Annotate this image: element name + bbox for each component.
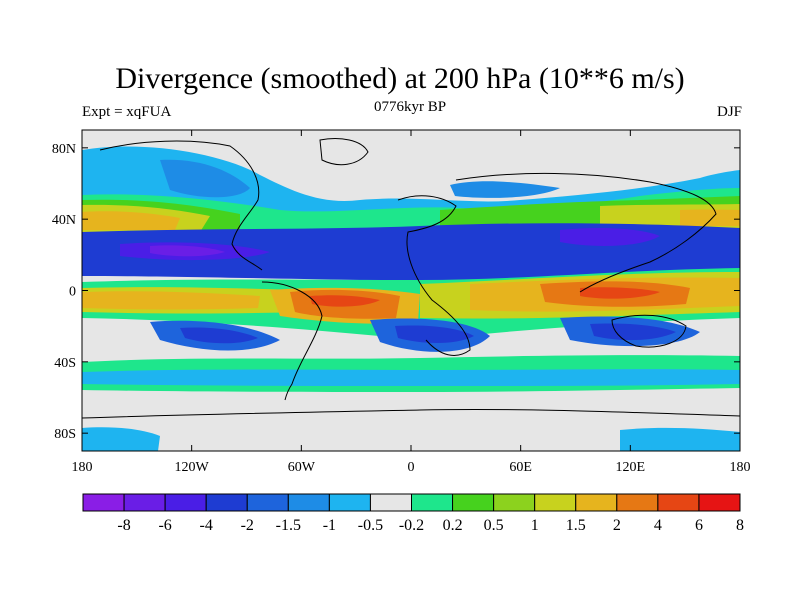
colorbar-swatch bbox=[452, 493, 495, 512]
lon-tick-label: 60W bbox=[288, 460, 316, 475]
coast-asia bbox=[455, 172, 717, 293]
colorbar-swatch bbox=[246, 493, 289, 512]
period-label: 0776kyr BP bbox=[373, 99, 447, 115]
lon-tick-label: 180 bbox=[72, 460, 93, 475]
colorbar-swatch bbox=[616, 493, 659, 512]
colorbar-swatch bbox=[534, 493, 577, 512]
coastlines bbox=[82, 138, 740, 419]
field-trop-indigo bbox=[120, 228, 660, 261]
lat-tick-label: 40N bbox=[52, 213, 76, 228]
colorbar-label: 0.2 bbox=[443, 517, 463, 534]
field-trop-violet bbox=[150, 245, 225, 257]
colorbar-label: -0.2 bbox=[399, 517, 424, 534]
lat-tick-label: 40S bbox=[54, 356, 76, 371]
colorbar-label: -8 bbox=[117, 517, 130, 534]
colorbar-label: 6 bbox=[695, 517, 703, 534]
colorbar-label: -4 bbox=[200, 517, 213, 534]
field-sh-cyan bbox=[82, 369, 740, 386]
coast-greenland bbox=[319, 138, 369, 166]
colorbar-label: -1.5 bbox=[276, 517, 301, 534]
field-eq-red bbox=[310, 287, 660, 307]
lon-tick-label: 120W bbox=[175, 460, 210, 475]
colorbar: -8 -6 -4 -2 -1.5 -1 -0.5 -0.2 0.2 0.5 1 1.5 2 4 6 8 bbox=[82, 493, 744, 534]
coast-antarctica bbox=[82, 408, 740, 419]
colorbar-label: 0.5 bbox=[484, 517, 504, 534]
coast-europe-africa bbox=[397, 195, 471, 356]
colorbar-swatch bbox=[123, 493, 166, 512]
lat-axis: 80N 40N 0 40S 80S bbox=[52, 142, 740, 442]
colorbar-label: -1 bbox=[323, 517, 336, 534]
lon-tick-label: 180 bbox=[730, 460, 751, 475]
colorbar-swatch bbox=[82, 493, 125, 512]
colorbar-label: 2 bbox=[613, 517, 621, 534]
field-polar-cyan bbox=[82, 427, 740, 451]
coast-australia bbox=[611, 314, 687, 348]
colorbar-swatch bbox=[164, 493, 207, 512]
experiment-label: Expt = xqFUA bbox=[82, 104, 172, 120]
colorbar-swatch bbox=[205, 493, 248, 512]
lon-tick-label: 120E bbox=[616, 460, 646, 475]
colorbar-swatch bbox=[493, 493, 536, 512]
colorbar-label: -6 bbox=[158, 517, 171, 534]
lat-tick-label: 80S bbox=[54, 427, 76, 442]
lat-tick-label: 0 bbox=[69, 285, 76, 300]
colorbar-swatch bbox=[328, 493, 371, 512]
season-label: DJF bbox=[716, 104, 742, 120]
colorbar-swatch bbox=[575, 493, 618, 512]
colorbar-label: 4 bbox=[654, 517, 662, 534]
field-nh-orange bbox=[82, 209, 740, 230]
colorbar-label: 1 bbox=[531, 517, 539, 534]
colorbar-swatch bbox=[369, 493, 412, 512]
chart-title: Divergence (smoothed) at 200 hPa (10**6 … bbox=[115, 62, 685, 95]
lon-tick-label: 60E bbox=[509, 460, 532, 475]
colorbar-label: 1.5 bbox=[566, 517, 586, 534]
field-sh-darkblue bbox=[180, 323, 676, 344]
colorbar-label: -2 bbox=[241, 517, 254, 534]
colorbar-label: 8 bbox=[736, 517, 744, 534]
colorbar-swatch bbox=[287, 493, 330, 512]
colorbar-swatch bbox=[657, 493, 700, 512]
coast-north-america bbox=[99, 140, 263, 271]
field-nh-blue bbox=[160, 159, 560, 198]
divergence-field bbox=[82, 130, 740, 451]
colorbar-swatch bbox=[411, 493, 454, 512]
lon-axis: 180 120W 60W 0 60E 120E 180 bbox=[72, 130, 751, 475]
lon-tick-label: 0 bbox=[408, 460, 415, 475]
colorbar-label: -0.5 bbox=[358, 517, 383, 534]
lat-tick-label: 80N bbox=[52, 142, 76, 157]
colorbar-swatch bbox=[698, 493, 741, 512]
coast-south-america bbox=[261, 281, 323, 401]
